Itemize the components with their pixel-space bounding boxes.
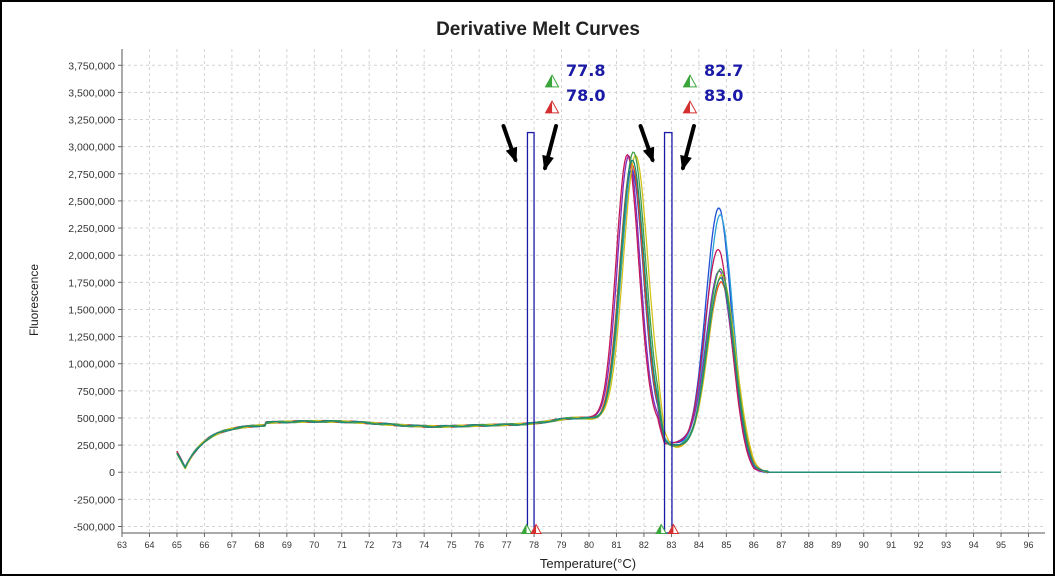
y-tick-label: 1,750,000 [68, 277, 115, 289]
x-tick-label: 74 [419, 540, 429, 550]
y-tick-label: 0 [109, 467, 115, 479]
x-tick-label: 84 [694, 540, 704, 550]
x-tick-label: 92 [914, 540, 924, 550]
y-tick-label: 1,000,000 [68, 359, 115, 371]
y-tick-label: -500,000 [74, 521, 116, 533]
tm-marker-icon-fill [545, 75, 553, 87]
annotation-arrows [501, 124, 696, 171]
y-tick-label: 250,000 [77, 440, 115, 452]
tm-markers: 77.8 78.0 82.7 83.0 [520, 61, 743, 534]
y-tick-label: 2,750,000 [68, 169, 115, 181]
y-tick-label: 3,000,000 [68, 142, 115, 154]
x-tick-label: 67 [227, 540, 237, 550]
annotation-arrow-head [505, 146, 518, 163]
x-tick-label: 64 [144, 540, 154, 550]
x-axis-ticks: 63 64 65 66 67 68 69 70 71 72 73 74 75 76 77 78 79 80 81 82… [117, 533, 1034, 550]
x-tick-label: 90 [859, 540, 869, 550]
x-tick-label: 77 [502, 540, 512, 550]
melt-curve-series [176, 162, 1001, 474]
x-tick-label: 93 [941, 540, 951, 550]
x-tick-label: 75 [447, 540, 457, 550]
tm-marker-icon-fill [545, 101, 553, 113]
y-tick-label: 750,000 [77, 386, 115, 398]
grid-lines [121, 49, 1045, 533]
x-tick-label: 79 [557, 540, 567, 550]
tm-marker-icon-fill [521, 524, 527, 534]
annotation-arrow-head [542, 154, 554, 171]
melt-curves [176, 151, 1001, 474]
x-tick-label: 88 [804, 540, 814, 550]
x-tick-label: 63 [117, 540, 127, 550]
x-tick-label: 94 [969, 540, 979, 550]
x-tick-label: 72 [364, 540, 374, 550]
x-tick-label: 78 [529, 540, 539, 550]
y-tick-label: 3,250,000 [68, 115, 115, 127]
chart-title: Derivative Melt Curves [436, 19, 640, 40]
y-tick-label: 3,750,000 [68, 60, 115, 72]
y-tick-label: 1,500,000 [68, 304, 115, 316]
tm-marker-icon-fill [656, 524, 662, 534]
y-tick-label: 500,000 [77, 413, 115, 425]
x-tick-label: 86 [749, 540, 759, 550]
tm-highlight-band [663, 131, 673, 534]
x-tick-label: 76 [474, 540, 484, 550]
x-tick-label: 89 [831, 540, 841, 550]
tm-label: 77.8 [566, 61, 605, 80]
tm-label: 83.0 [704, 86, 743, 105]
y-axis-ticks: -500,000 -250,000 0 250,000 500,000 750,000 1,… [68, 60, 122, 533]
x-tick-label: 85 [721, 540, 731, 550]
axes [121, 49, 1045, 534]
x-tick-label: 73 [392, 540, 402, 550]
tm-label: 82.7 [704, 61, 743, 80]
tm-marker-icon-fill [668, 524, 674, 534]
x-tick-label: 83 [666, 540, 676, 550]
annotation-arrow-head [680, 154, 692, 171]
y-axis-label: Fluorescence [27, 264, 41, 336]
tm-highlight-band [526, 131, 535, 534]
y-tick-label: 2,250,000 [68, 223, 115, 235]
tm-label: 78.0 [566, 86, 605, 105]
x-tick-label: 69 [282, 540, 292, 550]
x-tick-label: 66 [199, 540, 209, 550]
x-tick-label: 95 [996, 540, 1006, 550]
y-tick-label: 1,250,000 [68, 332, 115, 344]
x-axis-label: Temperature(°C) [540, 556, 636, 571]
x-tick-label: 65 [172, 540, 182, 550]
y-tick-label: -250,000 [74, 494, 116, 506]
x-tick-label: 80 [584, 540, 594, 550]
x-tick-label: 71 [337, 540, 347, 550]
x-tick-label: 70 [309, 540, 319, 550]
x-tick-label: 91 [886, 540, 896, 550]
x-tick-label: 96 [1024, 540, 1034, 550]
tm-marker-icon-fill [531, 524, 537, 534]
x-tick-label: 81 [611, 540, 621, 550]
x-tick-label: 82 [639, 540, 649, 550]
y-tick-label: 2,500,000 [68, 196, 115, 208]
x-tick-label: 68 [254, 540, 264, 550]
x-tick-label: 87 [776, 540, 786, 550]
y-tick-label: 3,500,000 [68, 87, 115, 99]
melt-curve-series [176, 159, 1001, 473]
annotation-arrow-head [642, 146, 655, 163]
tm-marker-icon-fill [683, 101, 690, 113]
y-tick-label: 2,000,000 [68, 250, 115, 262]
tm-marker-icon-fill [683, 75, 690, 87]
